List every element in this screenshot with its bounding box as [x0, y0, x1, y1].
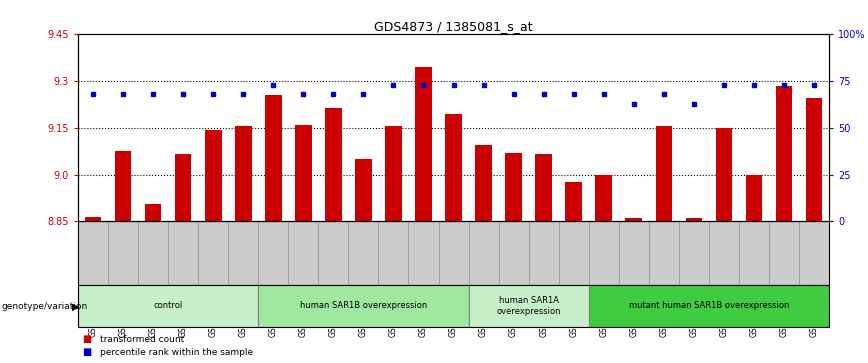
Bar — [259, 285, 469, 327]
Bar — [115, 151, 131, 221]
Bar — [205, 130, 221, 221]
Bar — [78, 285, 259, 327]
Bar — [595, 175, 612, 221]
Bar — [715, 128, 732, 221]
Bar — [385, 126, 402, 221]
Text: human SAR1A
overexpression: human SAR1A overexpression — [496, 296, 561, 315]
Bar — [655, 126, 672, 221]
Text: human SAR1B overexpression: human SAR1B overexpression — [299, 301, 427, 310]
Text: ▶: ▶ — [72, 302, 80, 312]
Bar — [445, 114, 462, 221]
Bar — [295, 125, 312, 221]
Bar — [326, 108, 342, 221]
Bar — [355, 159, 372, 221]
Bar — [776, 86, 792, 221]
Bar — [536, 154, 552, 221]
Text: mutant human SAR1B overexpression: mutant human SAR1B overexpression — [628, 301, 789, 310]
Title: GDS4873 / 1385081_s_at: GDS4873 / 1385081_s_at — [374, 20, 533, 33]
Text: ■: ■ — [82, 334, 92, 344]
Bar — [686, 218, 702, 221]
Bar — [589, 285, 829, 327]
Text: control: control — [154, 301, 183, 310]
Text: transformed count: transformed count — [100, 335, 184, 344]
Bar — [415, 67, 431, 221]
Bar — [626, 218, 642, 221]
Bar — [806, 98, 822, 221]
Bar — [469, 285, 589, 327]
Bar — [505, 153, 522, 221]
Bar — [235, 126, 252, 221]
Text: ■: ■ — [82, 347, 92, 357]
Bar — [175, 154, 192, 221]
Text: genotype/variation: genotype/variation — [2, 302, 88, 311]
Bar — [265, 95, 281, 221]
Bar — [476, 145, 492, 221]
Bar — [565, 183, 582, 221]
Text: percentile rank within the sample: percentile rank within the sample — [100, 348, 253, 356]
Bar — [85, 217, 102, 221]
Bar — [145, 204, 161, 221]
Bar — [746, 175, 762, 221]
